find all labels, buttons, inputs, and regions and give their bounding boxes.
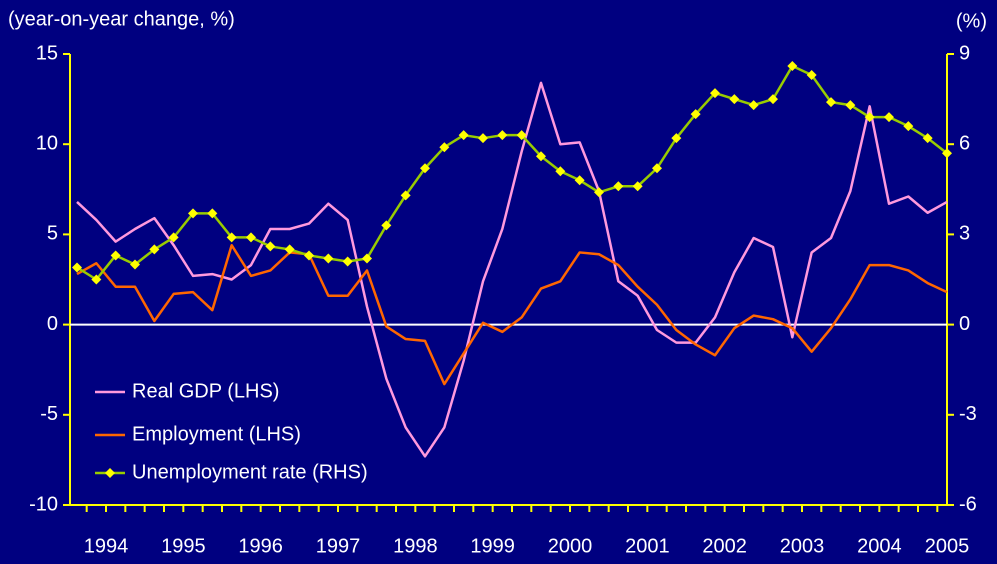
legend-label: Unemployment rate (RHS) bbox=[132, 461, 368, 483]
series-marker bbox=[304, 250, 314, 261]
series-marker bbox=[420, 163, 430, 174]
x-tick-label: 2003 bbox=[780, 535, 825, 557]
x-tick-label: 2004 bbox=[857, 535, 902, 557]
series-marker bbox=[613, 181, 624, 192]
series-marker bbox=[130, 259, 140, 270]
y-tick-label: 0 bbox=[47, 313, 58, 335]
series-marker bbox=[478, 133, 488, 144]
series-marker bbox=[632, 181, 643, 192]
series-marker bbox=[768, 94, 778, 105]
series-marker bbox=[594, 187, 604, 198]
x-tick-label: 2005 bbox=[925, 535, 970, 557]
series-marker bbox=[864, 112, 875, 123]
series-marker bbox=[323, 253, 334, 264]
series-marker bbox=[555, 166, 566, 177]
y-tick-label: 10 bbox=[36, 132, 58, 154]
series-marker bbox=[91, 274, 102, 285]
series-marker bbox=[400, 190, 411, 201]
series-marker bbox=[845, 100, 856, 111]
x-tick-label: 1994 bbox=[84, 535, 129, 557]
x-tick-label: 2001 bbox=[625, 535, 670, 557]
series-marker bbox=[342, 256, 353, 267]
series-marker bbox=[806, 70, 817, 81]
series-marker bbox=[458, 130, 469, 141]
legend-label: Real GDP (LHS) bbox=[132, 380, 279, 402]
series-marker bbox=[748, 100, 759, 111]
x-tick-label: 2002 bbox=[702, 535, 747, 557]
y-tick-label: 5 bbox=[47, 223, 58, 245]
series-marker bbox=[284, 244, 295, 255]
series-marker bbox=[439, 142, 450, 153]
series-marker bbox=[903, 121, 914, 132]
series-marker bbox=[149, 244, 160, 255]
series-marker bbox=[922, 133, 933, 144]
series-marker bbox=[226, 232, 237, 243]
series-marker bbox=[497, 130, 508, 141]
series-marker bbox=[110, 250, 121, 261]
series-marker bbox=[826, 97, 836, 108]
series-line bbox=[76, 64, 948, 281]
series-marker bbox=[246, 232, 256, 243]
y-axis-label: (year-on-year change, %) bbox=[8, 8, 235, 30]
series-marker bbox=[536, 151, 546, 162]
series-marker bbox=[710, 88, 720, 99]
x-tick-label: 1999 bbox=[470, 535, 515, 557]
series-marker bbox=[942, 148, 952, 159]
y2-tick-label: -6 bbox=[959, 493, 977, 515]
series-marker bbox=[381, 220, 392, 231]
series-marker bbox=[72, 262, 82, 273]
series-marker bbox=[652, 163, 662, 174]
series-marker bbox=[188, 208, 198, 219]
x-tick-label: 1995 bbox=[161, 535, 206, 557]
series-marker bbox=[265, 241, 276, 252]
y2-tick-label: 6 bbox=[959, 132, 970, 154]
x-tick-label: 2000 bbox=[548, 535, 593, 557]
legend-marker bbox=[105, 468, 115, 478]
series-marker bbox=[207, 208, 218, 219]
x-tick-label: 1998 bbox=[393, 535, 438, 557]
y2-tick-label: 9 bbox=[959, 42, 970, 64]
series-marker bbox=[574, 175, 585, 186]
y2-tick-label: 3 bbox=[959, 223, 970, 245]
series-marker bbox=[168, 232, 179, 243]
y2-tick-label: -3 bbox=[959, 403, 977, 425]
series-marker bbox=[362, 253, 372, 264]
legend-label: Employment (LHS) bbox=[132, 423, 301, 445]
series-marker bbox=[516, 130, 527, 141]
series-marker bbox=[884, 112, 894, 123]
series-line bbox=[76, 243, 948, 386]
series-marker bbox=[671, 133, 682, 144]
y-tick-label: -10 bbox=[29, 493, 58, 515]
series-marker bbox=[729, 94, 740, 105]
series-marker bbox=[690, 109, 701, 120]
x-tick-label: 1997 bbox=[316, 535, 361, 557]
y-tick-label: 15 bbox=[36, 42, 58, 64]
series-marker bbox=[787, 61, 798, 72]
y2-tick-label: 0 bbox=[959, 313, 970, 335]
y2-axis-label: (%) bbox=[956, 10, 987, 32]
x-tick-label: 1996 bbox=[238, 535, 283, 557]
y-tick-label: -5 bbox=[40, 403, 58, 425]
